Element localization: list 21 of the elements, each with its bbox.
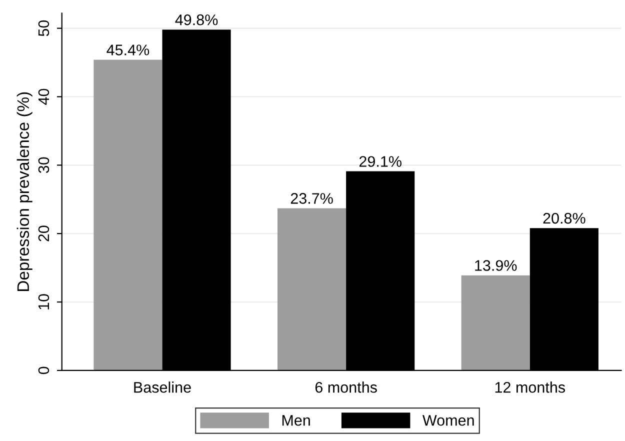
data-label: 49.8% [175,14,218,26]
x-tick-label: Baseline [134,382,191,393]
data-label: 20.8% [543,212,586,224]
y-tick-label: 10 [38,294,50,310]
data-label: 13.9% [475,260,517,271]
bar [461,275,530,370]
y-tick-label: 50 [38,20,50,36]
y-axis-title: Depression prevalence (%) [16,92,32,291]
x-tick-label: 6 months [315,382,377,393]
data-label: 29.1% [359,156,402,167]
x-tick-label: 12 months [495,382,566,393]
y-tick-label: 40 [38,88,50,105]
y-tick-label: 20 [38,226,50,242]
bar [278,208,346,370]
data-label: 45.4% [106,44,150,56]
bar [94,60,162,370]
y-tick-label: 0 [38,366,50,374]
legend-label: Men [282,415,310,426]
data-label: 23.7% [290,193,333,204]
legend-label: Women [422,415,474,426]
y-tick-label: 30 [38,157,50,174]
